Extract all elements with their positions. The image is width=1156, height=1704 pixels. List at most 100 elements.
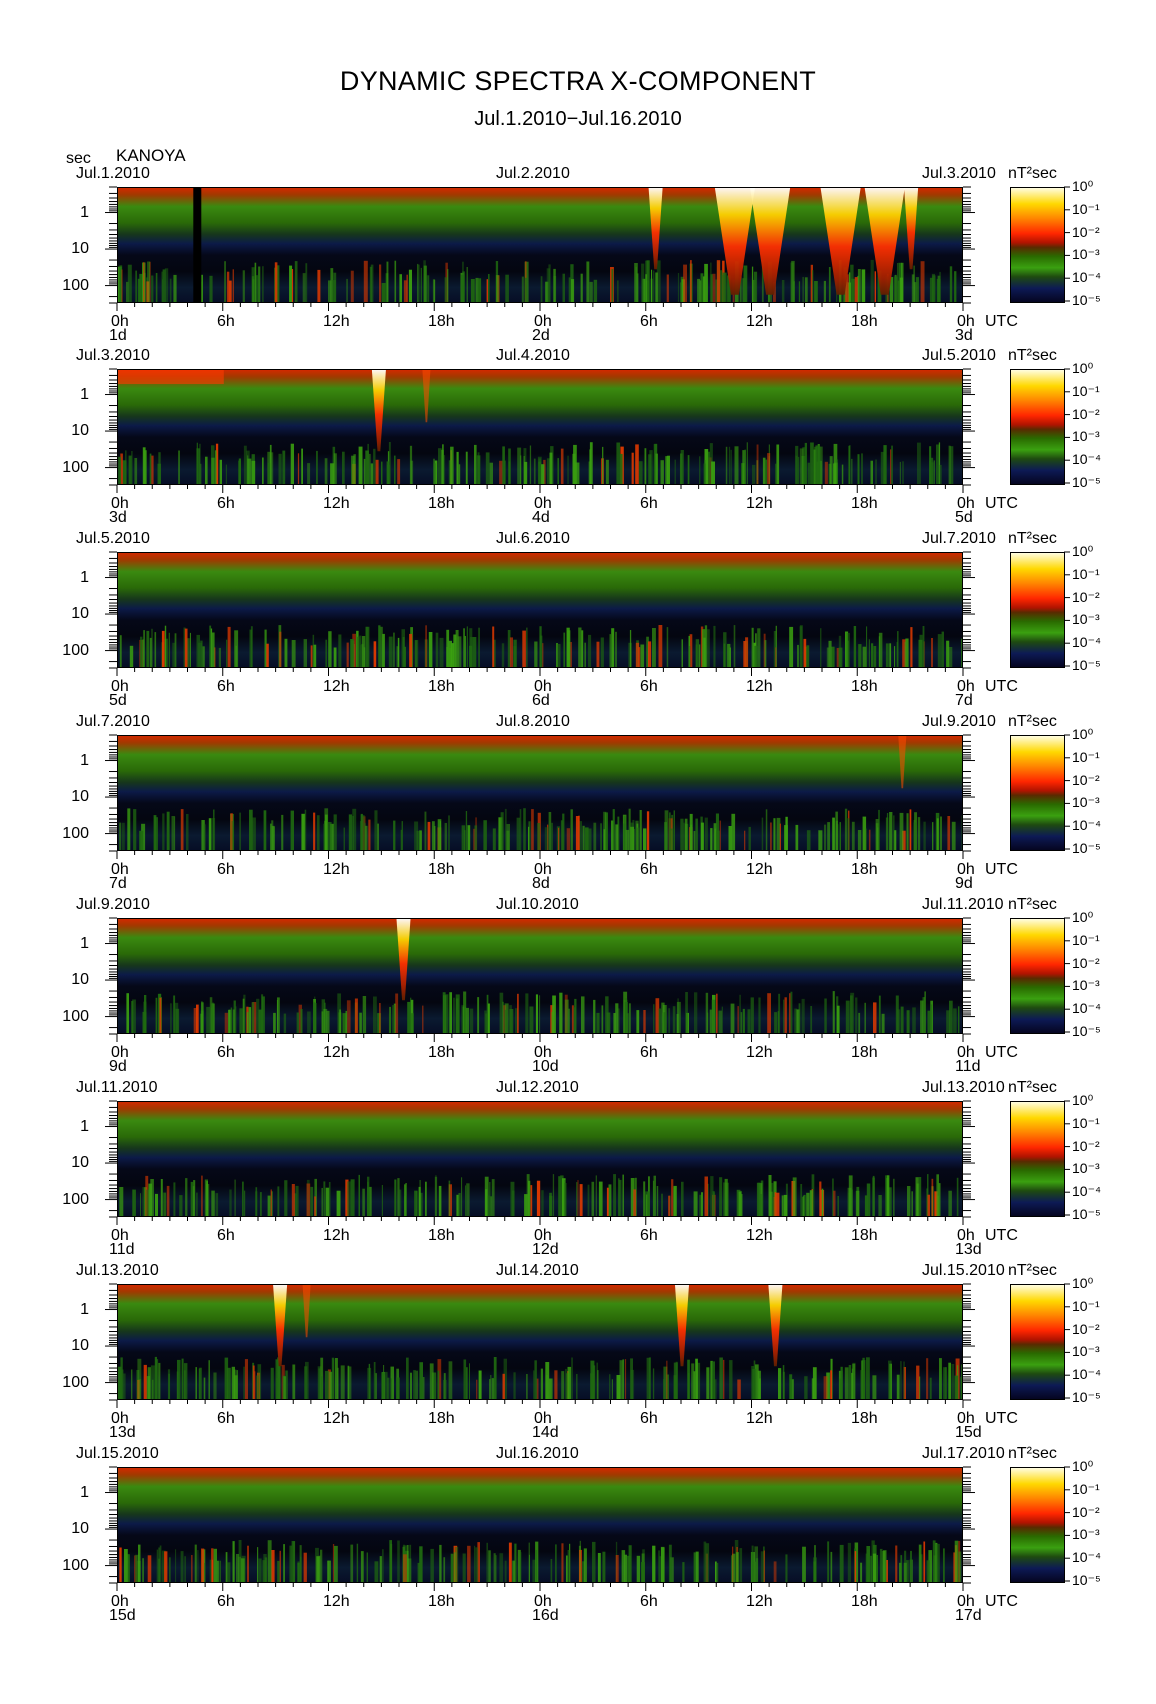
- activity-streak: [871, 643, 874, 667]
- activity-streak: [801, 998, 805, 1033]
- colorbar-unit-label: nT²sec: [1008, 896, 1057, 913]
- activity-streak: [872, 1375, 877, 1399]
- activity-streak: [456, 1194, 459, 1216]
- activity-streak: [673, 1185, 677, 1216]
- activity-streak: [591, 1181, 595, 1216]
- activity-streak: [672, 1006, 676, 1033]
- activity-streak: [437, 1370, 440, 1399]
- x-axis-ticks: [116, 1583, 964, 1591]
- activity-streak: [154, 1356, 157, 1399]
- activity-streak: [704, 460, 706, 484]
- activity-streak: [457, 636, 462, 667]
- activity-streak: [936, 1174, 939, 1216]
- activity-streak: [596, 1012, 600, 1033]
- colorbar-tick-label: 10⁻²: [1072, 1504, 1100, 1520]
- activity-streak: [799, 625, 803, 667]
- activity-streak: [490, 1196, 492, 1216]
- activity-streak: [150, 1179, 154, 1216]
- activity-streak: [539, 995, 541, 1033]
- activity-streak: [226, 1562, 231, 1582]
- activity-streak: [442, 992, 446, 1033]
- activity-streak: [648, 1357, 651, 1399]
- activity-streak: [862, 646, 867, 667]
- activity-streak: [743, 265, 748, 302]
- activity-streak: [870, 259, 874, 302]
- activity-streak: [773, 818, 776, 850]
- activity-streak: [660, 460, 664, 484]
- y-tick-label: 100: [62, 1374, 89, 1391]
- activity-streak: [382, 633, 385, 667]
- activity-streak: [291, 1541, 296, 1582]
- activity-streak: [211, 1002, 214, 1033]
- activity-streak: [448, 1361, 453, 1399]
- activity-streak: [392, 1005, 396, 1033]
- day-label: 11d: [955, 1058, 981, 1075]
- activity-streak: [266, 643, 269, 667]
- activity-streak: [695, 644, 698, 667]
- activity-streak: [951, 1364, 955, 1399]
- activity-streak: [839, 1544, 844, 1582]
- utc-label: UTC: [985, 1593, 1018, 1610]
- activity-streak: [762, 457, 766, 484]
- activity-streak: [359, 635, 362, 667]
- activity-streak: [661, 1193, 663, 1216]
- activity-streak: [519, 809, 522, 850]
- activity-streak: [313, 1002, 317, 1033]
- activity-streak: [149, 637, 152, 667]
- activity-streak: [515, 1008, 518, 1033]
- activity-streak: [271, 1191, 273, 1216]
- activity-streak: [386, 461, 389, 484]
- activity-streak: [830, 1370, 833, 1399]
- activity-streak: [231, 1366, 235, 1399]
- activity-streak: [529, 445, 532, 484]
- activity-streak: [751, 1545, 754, 1582]
- activity-streak: [673, 1362, 678, 1399]
- activity-streak: [548, 264, 551, 302]
- activity-streak: [173, 995, 176, 1033]
- activity-streak: [546, 268, 550, 302]
- activity-streak: [144, 995, 147, 1033]
- activity-streak: [742, 1008, 745, 1033]
- activity-streak: [753, 1561, 756, 1582]
- activity-streak: [439, 1544, 442, 1582]
- colorbar-ticks: [1064, 1100, 1070, 1216]
- activity-streak: [508, 461, 511, 484]
- activity-streak: [418, 1186, 421, 1216]
- activity-streak: [832, 991, 835, 1033]
- activity-streak: [524, 461, 528, 484]
- x-tick-label: 0h: [957, 678, 975, 695]
- day-label: 3d: [109, 509, 127, 526]
- activity-streak: [327, 1560, 331, 1582]
- activity-streak: [460, 274, 465, 302]
- activity-streak: [841, 464, 844, 484]
- activity-streak: [666, 274, 669, 302]
- activity-streak: [443, 1380, 447, 1399]
- activity-streak: [160, 997, 162, 1033]
- activity-streak: [832, 1178, 834, 1216]
- activity-streak: [704, 1176, 708, 1216]
- activity-streak: [409, 445, 413, 484]
- activity-streak: [328, 631, 332, 667]
- activity-streak: [578, 821, 582, 850]
- activity-streak: [697, 1362, 701, 1399]
- date-end-label: Jul.13.2010: [922, 1079, 1005, 1096]
- activity-streak: [264, 1557, 268, 1582]
- activity-streak: [388, 1013, 392, 1033]
- activity-streak: [330, 268, 334, 302]
- activity-streak: [568, 1008, 570, 1033]
- activity-streak: [555, 1544, 557, 1582]
- activity-streak: [883, 1550, 887, 1582]
- activity-streak: [251, 460, 256, 484]
- activity-streak: [691, 1363, 695, 1399]
- activity-streak: [364, 823, 366, 850]
- activity-streak: [224, 1357, 229, 1399]
- activity-streak: [477, 1542, 480, 1582]
- activity-streak: [307, 1011, 311, 1033]
- activity-streak: [832, 817, 835, 850]
- activity-streak: [206, 1184, 210, 1216]
- activity-streak: [400, 829, 403, 850]
- activity-streak: [586, 829, 588, 850]
- activity-streak: [861, 453, 863, 484]
- activity-streak: [257, 1364, 262, 1399]
- activity-streak: [575, 816, 579, 850]
